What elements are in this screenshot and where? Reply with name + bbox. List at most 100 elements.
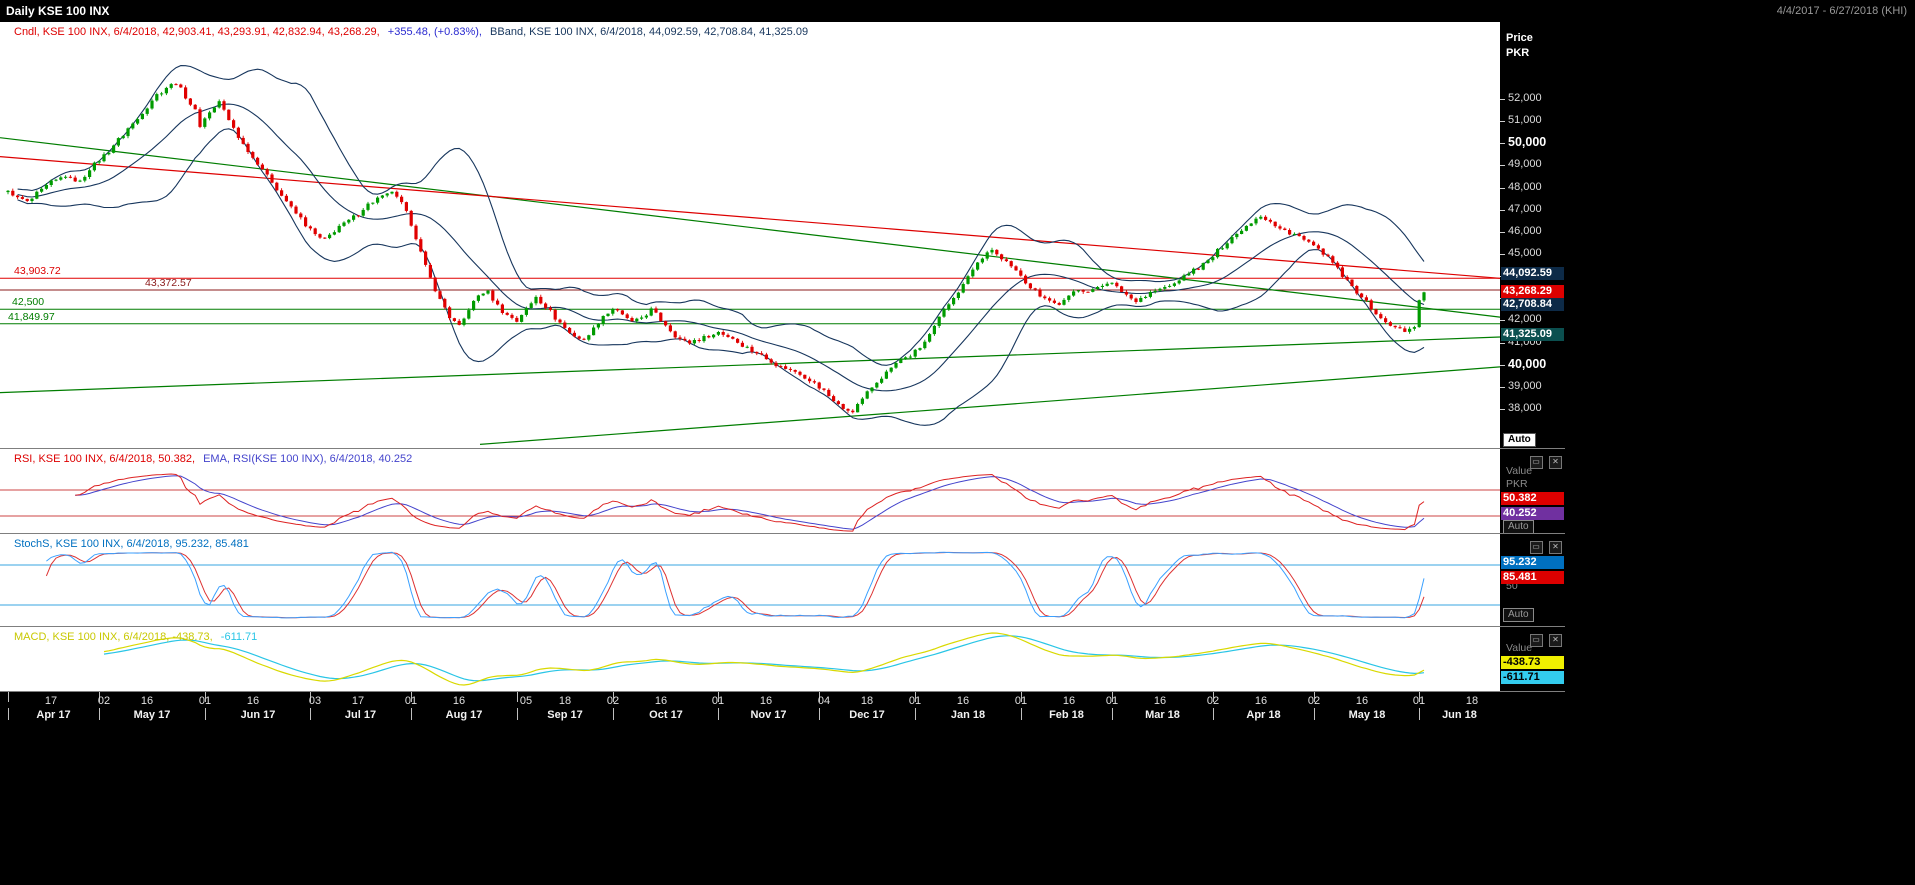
price-tick-label: 51,000	[1508, 114, 1542, 126]
month-label: Feb 18	[1049, 709, 1084, 721]
axis-tick	[1112, 692, 1113, 702]
panel-splitter[interactable]	[0, 626, 1565, 627]
titlebar: Daily KSE 100 INX 4/4/2017 - 6/27/2018 (…	[0, 0, 1915, 22]
macd-value-axis[interactable]: ▭ ✕ Value -438.73 -611.71	[1500, 627, 1565, 691]
day-label: 16	[759, 695, 773, 707]
trendline[interactable]	[0, 156, 1500, 279]
axis-tick	[1500, 99, 1505, 100]
stochastic-value-axis[interactable]: ▭ ✕ 95.232 85.481 50 Auto	[1500, 534, 1565, 626]
level-price-label: 43,372.57	[145, 277, 192, 289]
day-label: 16	[140, 695, 154, 707]
month-label: Jun 17	[240, 709, 276, 721]
month-label: Jun 18	[1442, 709, 1477, 721]
axis-tick	[1314, 692, 1315, 702]
day-label: 16	[246, 695, 260, 707]
axis-tick	[517, 692, 518, 702]
day-label: 16	[1254, 695, 1268, 707]
stoch-k-line	[46, 551, 1425, 619]
axis-tick	[1500, 343, 1505, 344]
close-icon[interactable]: ✕	[1549, 456, 1562, 469]
rsi-ema-line	[75, 475, 1425, 530]
close-icon[interactable]: ✕	[1549, 634, 1562, 647]
day-label: 01	[711, 695, 725, 707]
month-label: May 18	[1348, 709, 1386, 721]
rsi-panel[interactable]: RSI, KSE 100 INX, 6/4/2018, 50.382, EMA,…	[0, 449, 1500, 533]
day-label: 02	[1206, 695, 1220, 707]
date-range-label: 4/4/2017 - 6/27/2018 (KHI)	[1776, 5, 1907, 17]
macd-panel[interactable]: MACD, KSE 100 INX, 6/4/2018, -438.73, -6…	[0, 627, 1500, 691]
stochastic-canvas[interactable]	[0, 534, 1500, 626]
axis-tick	[1314, 708, 1315, 720]
day-label: 02	[606, 695, 620, 707]
axis-tick	[1500, 232, 1505, 233]
axis-tick	[1021, 708, 1022, 720]
value-axis-label: Value	[1506, 465, 1533, 477]
macd-signal-badge: -611.71	[1501, 671, 1564, 684]
axis-tick	[1500, 320, 1505, 321]
axis-tick	[819, 692, 820, 702]
value-axis-unit: PKR	[1506, 478, 1528, 490]
price-tick-label: 45,000	[1508, 247, 1542, 259]
panel-splitter[interactable]	[0, 448, 1565, 449]
restore-icon[interactable]: ▭	[1529, 634, 1543, 647]
axis-tick	[1500, 143, 1505, 144]
axis-tick	[310, 692, 311, 702]
axis-tick	[915, 708, 916, 720]
price-panel[interactable]: Cndl, KSE 100 INX, 6/4/2018, 42,903.41, …	[0, 22, 1500, 448]
legend-rsi-ema-values: EMA, RSI(KSE 100 INX), 6/4/2018, 40.252	[203, 453, 413, 465]
axis-tick	[1500, 165, 1505, 166]
rsi-value-axis[interactable]: ▭ ✕ Value PKR 50.382 40.252 Auto	[1500, 449, 1565, 534]
trendline[interactable]	[479, 366, 1500, 445]
price-badge: 41,325.09	[1501, 328, 1564, 341]
legend-macd-values: MACD, KSE 100 INX, 6/4/2018, -438.73,	[14, 631, 213, 643]
axis-tick	[205, 692, 206, 702]
stochastic-panel[interactable]: StochS, KSE 100 INX, 6/4/2018, 95.232, 8…	[0, 534, 1500, 626]
rsi-value-badge: 50.382	[1501, 492, 1564, 505]
value-axis-label: Value	[1506, 642, 1533, 654]
axis-tick	[1500, 409, 1505, 410]
auto-scale-button[interactable]: Auto	[1503, 608, 1534, 622]
auto-scale-button[interactable]: Auto	[1503, 433, 1536, 447]
rsi-canvas[interactable]	[0, 449, 1500, 533]
day-label: 16	[452, 695, 466, 707]
axis-tick	[718, 708, 719, 720]
panel-splitter[interactable]	[0, 691, 1565, 692]
rsi-line	[75, 473, 1425, 532]
axis-tick	[1419, 708, 1420, 720]
chart-title: Daily KSE 100 INX	[6, 4, 110, 18]
day-label: 01	[1412, 695, 1426, 707]
price-axis[interactable]: Price PKR Auto 52,000 51,000 50,000 49,000 4…	[1500, 22, 1565, 448]
macd-canvas[interactable]	[0, 627, 1500, 691]
axis-tick	[99, 708, 100, 720]
price-tick-label: 38,000	[1508, 402, 1542, 414]
auto-scale-button[interactable]: Auto	[1503, 520, 1534, 534]
month-label: Mar 18	[1145, 709, 1180, 721]
level-price-label: 41,849.97	[8, 311, 55, 323]
bollinger-middle-line	[17, 103, 1425, 392]
restore-icon[interactable]: ▭	[1529, 456, 1543, 469]
trendline[interactable]	[0, 137, 1500, 318]
axis-tick	[411, 692, 412, 702]
main-chart-canvas[interactable]	[0, 22, 1500, 448]
price-tick-label: 48,000	[1508, 181, 1542, 193]
axis-tick	[915, 692, 916, 702]
axis-tick	[1500, 254, 1505, 255]
legend-stoch-values: StochS, KSE 100 INX, 6/4/2018, 95.232, 8…	[14, 538, 249, 550]
day-label: 18	[860, 695, 874, 707]
bollinger-lower-line	[17, 128, 1425, 426]
price-badge: 44,092.59	[1501, 267, 1564, 280]
month-label: Nov 17	[750, 709, 787, 721]
stoch-mid-level-label: 50	[1506, 580, 1518, 592]
day-label: 01	[908, 695, 922, 707]
day-label: 04	[817, 695, 831, 707]
day-label: 16	[1355, 695, 1369, 707]
close-icon[interactable]: ✕	[1549, 541, 1562, 554]
restore-icon[interactable]: ▭	[1529, 541, 1543, 554]
panel-splitter[interactable]	[0, 533, 1565, 534]
price-badge: 43,268.29	[1501, 285, 1564, 298]
day-label: 03	[308, 695, 322, 707]
trendline[interactable]	[0, 336, 1500, 394]
time-axis[interactable]: Apr 17 May 17 Jun 17 Jul 17 Aug 17 Sep 17 Oct …	[0, 692, 1565, 727]
axis-tick	[1500, 121, 1505, 122]
axis-tick	[1500, 365, 1505, 366]
